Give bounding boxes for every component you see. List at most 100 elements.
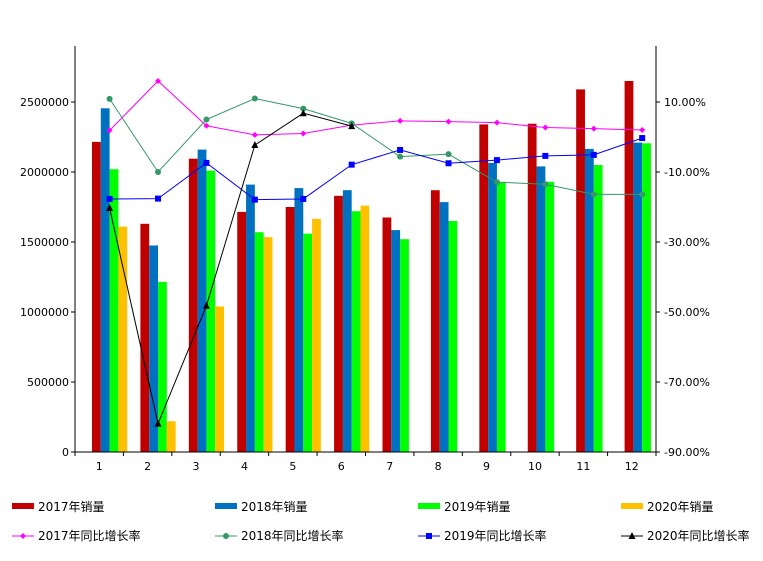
bar-3-7 [400, 239, 409, 452]
legend-marker-7 [426, 533, 432, 539]
right-tick-label: 10.00% [664, 96, 706, 109]
point-1-9 [493, 119, 500, 126]
point-1-7 [397, 117, 404, 124]
legend-label-5: 2017年同比增长率 [38, 528, 141, 543]
bar-3-8 [448, 221, 458, 452]
bar-1-6 [334, 195, 343, 453]
legend-swatch-3 [418, 503, 440, 509]
right-tick-label: -50.00% [664, 306, 710, 319]
bar-2-4 [246, 184, 255, 452]
point-3-10 [542, 152, 549, 159]
bar-1-1 [92, 141, 101, 452]
line-series-3 [109, 137, 643, 201]
bar-1-10 [527, 123, 537, 452]
x-tick-label: 6 [338, 460, 345, 473]
point-1-11 [590, 125, 597, 132]
point-3-7 [397, 146, 404, 153]
axes: 0 500000 1000000 1500000 2000000 2500000 -90.0… [20, 46, 710, 473]
point-1-3 [203, 122, 210, 129]
point-3-8 [445, 160, 452, 167]
left-tick-label: 500000 [27, 376, 69, 389]
legend-label-1: 2017年销量 [38, 500, 105, 514]
bar-3-9 [496, 182, 506, 452]
point-3-6 [348, 161, 355, 168]
point-1-10 [542, 124, 549, 131]
bar-1-5 [285, 207, 295, 452]
point-2-8 [445, 151, 452, 158]
point-1-5 [300, 130, 307, 137]
bar-layer [92, 81, 651, 453]
point-3-11 [590, 151, 597, 158]
line-layer [106, 78, 646, 427]
bar-2-12 [633, 142, 643, 452]
point-2-5 [300, 105, 307, 112]
x-tick-label: 4 [241, 460, 248, 473]
bar-1-7 [382, 217, 392, 452]
legend-marker-8 [628, 532, 636, 539]
point-1-1 [106, 127, 113, 134]
point-2-2 [155, 169, 162, 175]
left-tick-label: 1000000 [20, 306, 69, 319]
point-3-12 [639, 135, 646, 142]
bar-2-8 [439, 202, 449, 452]
legend-label-2: 2018年销量 [241, 500, 308, 514]
right-tick-label: -30.00% [664, 236, 710, 249]
legend-marker-5 [20, 533, 26, 539]
point-1-4 [251, 131, 258, 138]
x-tick-label: 9 [483, 460, 490, 473]
bar-3-10 [545, 181, 555, 453]
legend: 2017年销量 2018年销量 2019年销量 2020年销量 2017年同比增长率 20… [12, 500, 750, 543]
left-tick-label: 2500000 [20, 96, 69, 109]
bar-2-1 [100, 108, 110, 453]
point-3-5 [300, 195, 307, 202]
bar-3-1 [109, 169, 119, 452]
bar-2-7 [391, 230, 401, 452]
bar-3-6 [351, 211, 361, 452]
point-2-9 [493, 179, 500, 186]
bar-1-11 [576, 89, 585, 453]
left-tick-label: 0 [62, 446, 69, 459]
point-4-2 [154, 419, 162, 427]
bar-4-4 [263, 237, 273, 452]
line-series-4 [109, 112, 352, 426]
bar-2-10 [536, 166, 546, 452]
point-4-1 [106, 204, 114, 212]
bar-4-6 [360, 205, 370, 452]
bar-2-11 [584, 148, 594, 452]
x-tick-label: 10 [528, 460, 542, 473]
bar-2-5 [294, 188, 304, 452]
bar-3-11 [593, 165, 603, 452]
legend-label-3: 2019年销量 [444, 500, 511, 514]
point-2-12 [639, 191, 646, 198]
point-2-10 [542, 181, 549, 188]
bar-3-2 [158, 281, 167, 452]
x-tick-label: 2 [144, 460, 151, 473]
point-4-6 [348, 122, 356, 130]
bar-1-3 [188, 158, 198, 452]
legend-label-7: 2019年同比增长率 [444, 528, 547, 543]
bar-1-9 [479, 124, 489, 453]
point-1-12 [639, 127, 646, 133]
point-3-3 [203, 159, 210, 166]
x-tick-label: 11 [576, 460, 590, 473]
bar-1-12 [624, 81, 634, 452]
right-tick-label: -10.00% [664, 166, 710, 179]
point-2-11 [590, 191, 597, 198]
legend-marker-6 [223, 533, 229, 539]
bar-2-2 [149, 245, 159, 452]
bar-4-5 [312, 218, 321, 452]
right-tick-label: -70.00% [664, 376, 710, 389]
bar-4-3 [215, 306, 225, 452]
x-tick-label: 3 [193, 460, 200, 473]
bar-3-5 [303, 233, 313, 452]
point-2-4 [251, 95, 258, 102]
point-4-5 [299, 109, 307, 117]
left-tick-label: 1500000 [20, 236, 69, 249]
x-tick-label: 12 [625, 460, 639, 473]
legend-swatch-2 [215, 503, 237, 509]
point-3-9 [493, 157, 500, 164]
bar-4-2 [166, 421, 176, 452]
point-3-2 [155, 195, 162, 202]
bar-1-8 [430, 190, 440, 452]
